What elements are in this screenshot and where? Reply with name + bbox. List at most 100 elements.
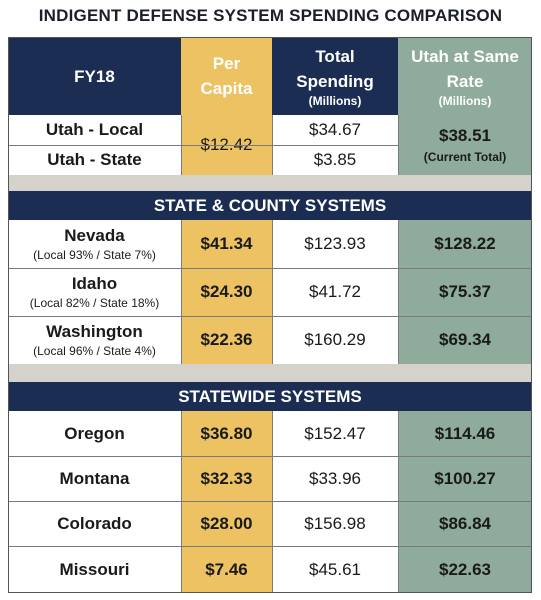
per-capita-value: $32.33 — [200, 468, 253, 488]
per-capita-value: $28.00 — [200, 513, 253, 533]
same-rate-value: $86.84 — [439, 513, 491, 533]
table-row: Montana $32.33 $33.96 $100.27 — [8, 456, 532, 501]
page-title: INDIGENT DEFENSE SYSTEM SPENDING COMPARI… — [38, 6, 503, 25]
grid-line — [8, 145, 398, 146]
grid-line — [272, 411, 273, 593]
per-capita-cell: $7.46 — [181, 546, 272, 593]
header-per-capita-line1: Per — [212, 54, 241, 73]
state-cell: Idaho (Local 82% / State 18%) — [8, 268, 181, 316]
total-cell: $156.98 — [272, 501, 398, 546]
utah-same-rate: $38.51 — [439, 126, 491, 145]
total-cell: $41.72 — [272, 268, 398, 316]
grid-line — [181, 411, 182, 593]
utah-per-capita: $12.42 — [200, 135, 253, 154]
per-capita-value: $7.46 — [205, 559, 248, 579]
utah-same-rate-note: (Current Total) — [423, 150, 507, 164]
state-split: (Local 96% / State 4%) — [33, 344, 156, 358]
grid-line — [181, 115, 182, 175]
grid-line — [181, 220, 182, 364]
header-per-capita-line2: Capita — [200, 79, 253, 98]
total-value: $152.47 — [304, 423, 366, 443]
state-name: Colorado — [57, 513, 132, 533]
total-value: $123.93 — [304, 234, 366, 253]
utah-local-total: $34.67 — [309, 120, 361, 139]
same-rate-cell: $69.34 — [398, 316, 532, 364]
table-row: Idaho (Local 82% / State 18%) $24.30 $41… — [8, 268, 532, 316]
total-cell: $123.93 — [272, 220, 398, 268]
per-capita-value: $22.36 — [200, 330, 253, 349]
section-title-statewide: STATEWIDE SYSTEMS — [178, 386, 362, 406]
grid-line — [272, 220, 273, 364]
state-name: Missouri — [59, 559, 130, 579]
total-value: $156.98 — [304, 513, 366, 533]
same-rate-cell: $22.63 — [398, 546, 532, 593]
same-rate-value: $22.63 — [439, 559, 491, 579]
utah-block: Utah - Local Utah - State $12.42 $34.67 … — [8, 115, 532, 175]
header-total-spending: Total Spending (Millions) — [272, 37, 398, 115]
grid-line — [8, 456, 532, 457]
per-capita-value: $41.34 — [200, 234, 253, 253]
table-row: Nevada (Local 93% / State 7%) $41.34 $12… — [8, 220, 532, 268]
section-header-statewide: STATEWIDE SYSTEMS — [8, 382, 532, 411]
header-total-line2: Spending — [296, 72, 374, 91]
state-cell: Colorado — [8, 501, 181, 546]
utah-state-total-cell: $3.85 — [272, 145, 398, 175]
per-capita-cell: $32.33 — [181, 456, 272, 501]
state-name: Oregon — [64, 423, 125, 443]
separator-band — [8, 364, 532, 382]
header-total-line1: Total — [315, 47, 355, 66]
utah-state-name: Utah - State — [47, 150, 142, 169]
header-total-unit: (Millions) — [308, 94, 362, 108]
table-row: Missouri $7.46 $45.61 $22.63 — [8, 546, 532, 593]
total-value: $160.29 — [304, 330, 366, 349]
same-rate-value: $114.46 — [434, 423, 496, 443]
same-rate-cell: $75.37 — [398, 268, 532, 316]
grid-line — [8, 546, 532, 547]
state-split: (Local 93% / State 7%) — [33, 248, 156, 262]
grid-line — [8, 268, 532, 269]
state-name: Nevada — [64, 226, 125, 245]
same-rate-cell: $128.22 — [398, 220, 532, 268]
same-rate-value: $69.34 — [439, 330, 491, 349]
state-cell: Nevada (Local 93% / State 7%) — [8, 220, 181, 268]
table-row: Washington (Local 96% / State 4%) $22.36… — [8, 316, 532, 364]
header-same-unit: (Millions) — [438, 94, 492, 108]
header-utah-same-rate: Utah at Same Rate (Millions) — [398, 37, 532, 115]
table-row: Colorado $28.00 $156.98 $86.84 — [8, 501, 532, 546]
utah-local-label: Utah - Local — [8, 115, 181, 145]
total-cell: $152.47 — [272, 411, 398, 456]
same-rate-cell: $100.27 — [398, 456, 532, 501]
per-capita-cell: $41.34 — [181, 220, 272, 268]
per-capita-cell: $28.00 — [181, 501, 272, 546]
section-title-state-county: STATE & COUNTY SYSTEMS — [153, 195, 387, 215]
utah-same-rate-cell: $38.51 (Current Total) — [398, 115, 532, 175]
per-capita-value: $36.80 — [200, 423, 253, 443]
total-cell: $33.96 — [272, 456, 398, 501]
grid-line — [398, 411, 399, 593]
grid-line — [398, 220, 399, 364]
state-name: Washington — [46, 322, 143, 341]
state-cell: Washington (Local 96% / State 4%) — [8, 316, 181, 364]
state-cell: Montana — [8, 456, 181, 501]
header-same-line2: Rate — [446, 72, 484, 91]
total-value: $41.72 — [309, 282, 361, 301]
table-header-row: FY18 Per Capita Total Spending (Millions… — [8, 37, 532, 115]
same-rate-value: $128.22 — [434, 234, 496, 253]
per-capita-cell: $36.80 — [181, 411, 272, 456]
utah-local-total-cell: $34.67 — [272, 115, 398, 145]
state-cell: Missouri — [8, 546, 181, 593]
total-value: $45.61 — [309, 559, 361, 579]
same-rate-cell: $86.84 — [398, 501, 532, 546]
grid-line — [398, 115, 399, 175]
same-rate-cell: $114.46 — [398, 411, 532, 456]
header-same-line1: Utah at Same — [411, 47, 519, 66]
utah-state-label: Utah - State — [8, 145, 181, 175]
grid-line — [8, 316, 532, 317]
same-rate-value: $100.27 — [434, 468, 496, 488]
per-capita-cell: $22.36 — [181, 316, 272, 364]
state-split: (Local 82% / State 18%) — [29, 296, 160, 310]
total-cell: $45.61 — [272, 546, 398, 593]
separator-band — [8, 175, 532, 191]
per-capita-cell: $24.30 — [181, 268, 272, 316]
state-name: Idaho — [71, 274, 118, 293]
